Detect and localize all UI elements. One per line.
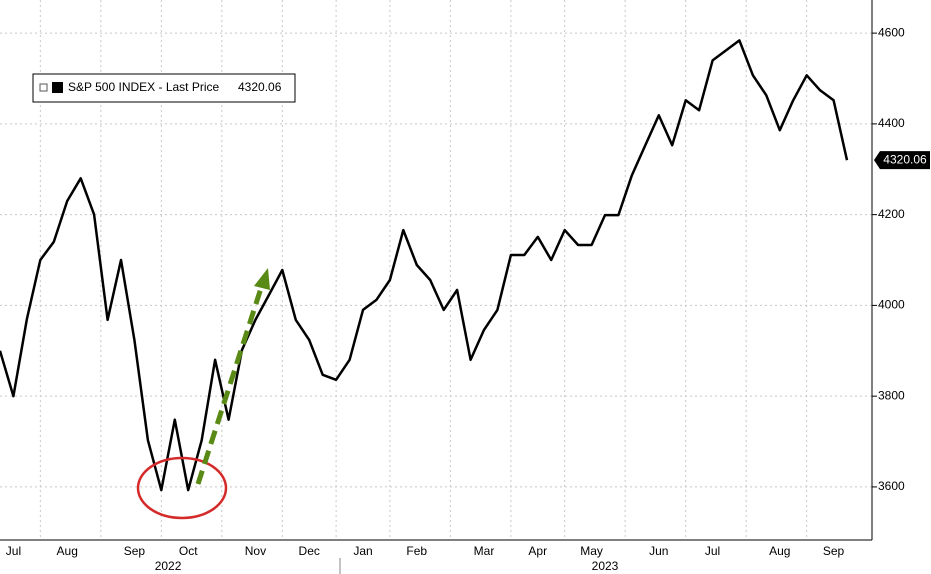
x-tick-label: Nov	[245, 544, 266, 558]
legend-value: 4320.06	[238, 80, 282, 94]
trend-arrowhead	[254, 268, 270, 290]
x-tick-label: Aug	[57, 544, 78, 558]
y-tick-label: 4400	[878, 116, 905, 130]
x-tick-label: Sep	[823, 544, 845, 558]
x-tick-label: Jun	[649, 544, 668, 558]
last-price-tag	[874, 151, 930, 170]
legend-swatch	[52, 82, 63, 93]
y-tick-label: 4000	[878, 298, 905, 312]
legend-box	[32, 73, 296, 103]
x-tick-label: Mar	[474, 544, 495, 558]
legend: S&P 500 INDEX - Last Price 4320.06	[32, 73, 296, 103]
y-tick-label: 4600	[878, 25, 905, 39]
y-tick-label: 3600	[878, 479, 905, 493]
x-tick-label: Apr	[528, 544, 547, 558]
x-tick-label: Oct	[179, 544, 198, 558]
highlight-ellipse	[136, 456, 228, 520]
x-tick-label: May	[580, 544, 603, 558]
year-label: 2023	[592, 559, 619, 573]
x-tick-label: Jan	[353, 544, 372, 558]
x-tick-label: Jul	[6, 544, 21, 558]
last-price-label: 4320.06	[883, 152, 927, 166]
x-tick-label: Aug	[769, 544, 790, 558]
year-label: 2022	[155, 559, 182, 573]
x-tick-label: Feb	[406, 544, 427, 558]
price-line	[0, 39, 849, 492]
x-tick-label: Jul	[705, 544, 720, 558]
legend-toggle	[39, 83, 48, 92]
x-tick-label: Dec	[299, 544, 320, 558]
trend-arrow	[195, 284, 265, 485]
y-tick-label: 4200	[878, 207, 905, 221]
y-tick-label: 3800	[878, 388, 905, 402]
x-tick-label: Sep	[124, 544, 146, 558]
legend-label: S&P 500 INDEX - Last Price	[68, 80, 220, 94]
